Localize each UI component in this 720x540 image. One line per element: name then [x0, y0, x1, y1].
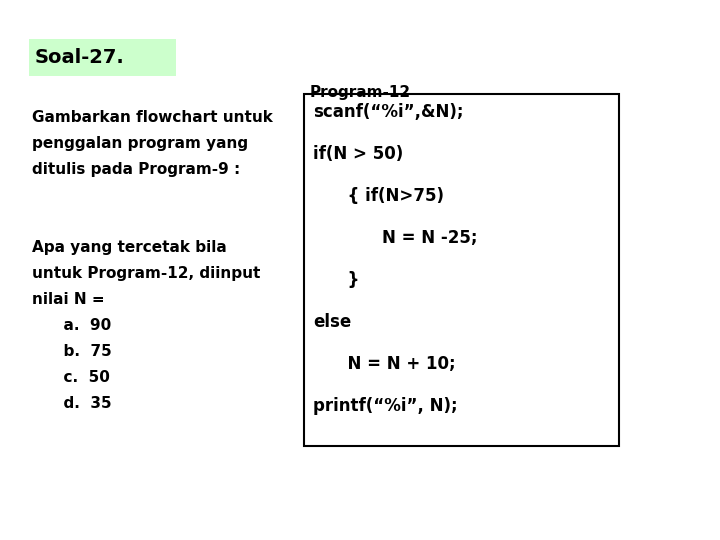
Text: printf(“%i”, N);: printf(“%i”, N); [313, 397, 458, 415]
FancyBboxPatch shape [29, 39, 176, 76]
Text: scanf(“%i”,&N);: scanf(“%i”,&N); [313, 103, 464, 121]
Text: Gambarkan flowchart untuk: Gambarkan flowchart untuk [32, 110, 273, 125]
Text: d.  35: d. 35 [32, 396, 112, 411]
Text: N = N + 10;: N = N + 10; [313, 355, 456, 373]
Text: untuk Program-12, diinput: untuk Program-12, diinput [32, 266, 261, 281]
Text: c.  50: c. 50 [32, 370, 110, 385]
Text: { if(N>75): { if(N>75) [313, 187, 444, 205]
Text: ditulis pada Program-9 :: ditulis pada Program-9 : [32, 162, 240, 177]
Text: if(N > 50): if(N > 50) [313, 145, 403, 163]
Text: Apa yang tercetak bila: Apa yang tercetak bila [32, 240, 227, 255]
Text: Soal-27.: Soal-27. [35, 48, 125, 67]
Text: b.  75: b. 75 [32, 344, 112, 359]
Text: a.  90: a. 90 [32, 318, 112, 333]
Text: Program-12: Program-12 [310, 85, 411, 100]
Text: N = N -25;: N = N -25; [313, 229, 477, 247]
FancyBboxPatch shape [304, 94, 619, 446]
Text: }: } [313, 271, 359, 289]
Text: else: else [313, 313, 351, 331]
Text: penggalan program yang: penggalan program yang [32, 136, 248, 151]
Text: nilai N =: nilai N = [32, 292, 104, 307]
